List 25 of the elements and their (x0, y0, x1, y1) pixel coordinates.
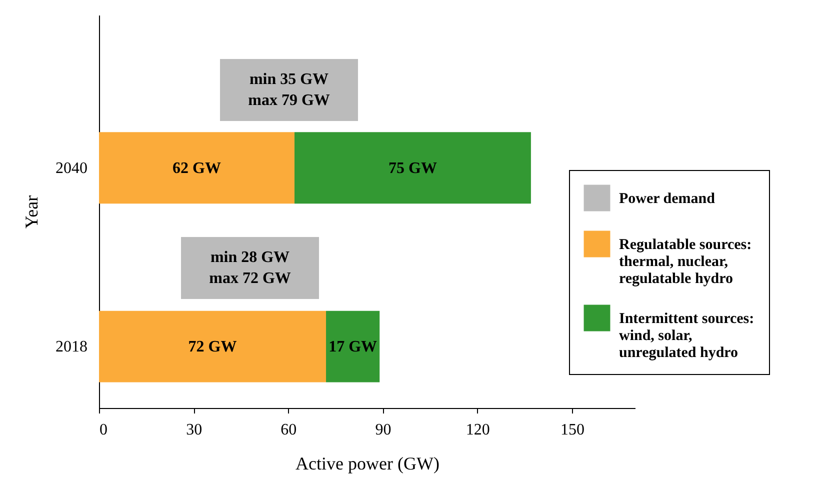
annotation: min 28 GW max 72 GW (209, 248, 291, 289)
x-tick-label: 0 (100, 422, 108, 438)
note-box: min 35 GW max 79 GW (220, 59, 358, 121)
data-label: 75 GW (388, 160, 437, 177)
bar (99, 310, 326, 382)
data-label: 62 GW (172, 160, 221, 177)
data-label: 72 GW (188, 338, 237, 356)
legend-label: Intermittent sources: wind, solar, unregulated hydro (619, 311, 754, 361)
x-tick-label: 60 (280, 422, 297, 438)
bar (294, 132, 531, 204)
annotation: min 35 GW max 79 GW (248, 70, 330, 111)
x-tick-label: 150 (560, 422, 584, 438)
note-box: min 28 GW max 72 GW (181, 237, 319, 299)
y-tick-label: 2018 (56, 338, 88, 356)
bar (326, 310, 380, 382)
x-tick-label: 30 (186, 422, 202, 438)
x-tick-label: 90 (375, 422, 392, 438)
legend-label: Power demand (619, 191, 716, 207)
x-tick-label: 120 (466, 422, 490, 438)
data-label: 17 GW (328, 338, 378, 356)
y-axis-title: Year (22, 195, 42, 229)
y-tick-label: 2040 (56, 160, 88, 177)
x-axis-title: Active power (GW) (296, 454, 440, 474)
legend-label: Regulatable sources: thermal, nuclear, regulatable hydro (619, 237, 752, 287)
bar (99, 132, 294, 204)
